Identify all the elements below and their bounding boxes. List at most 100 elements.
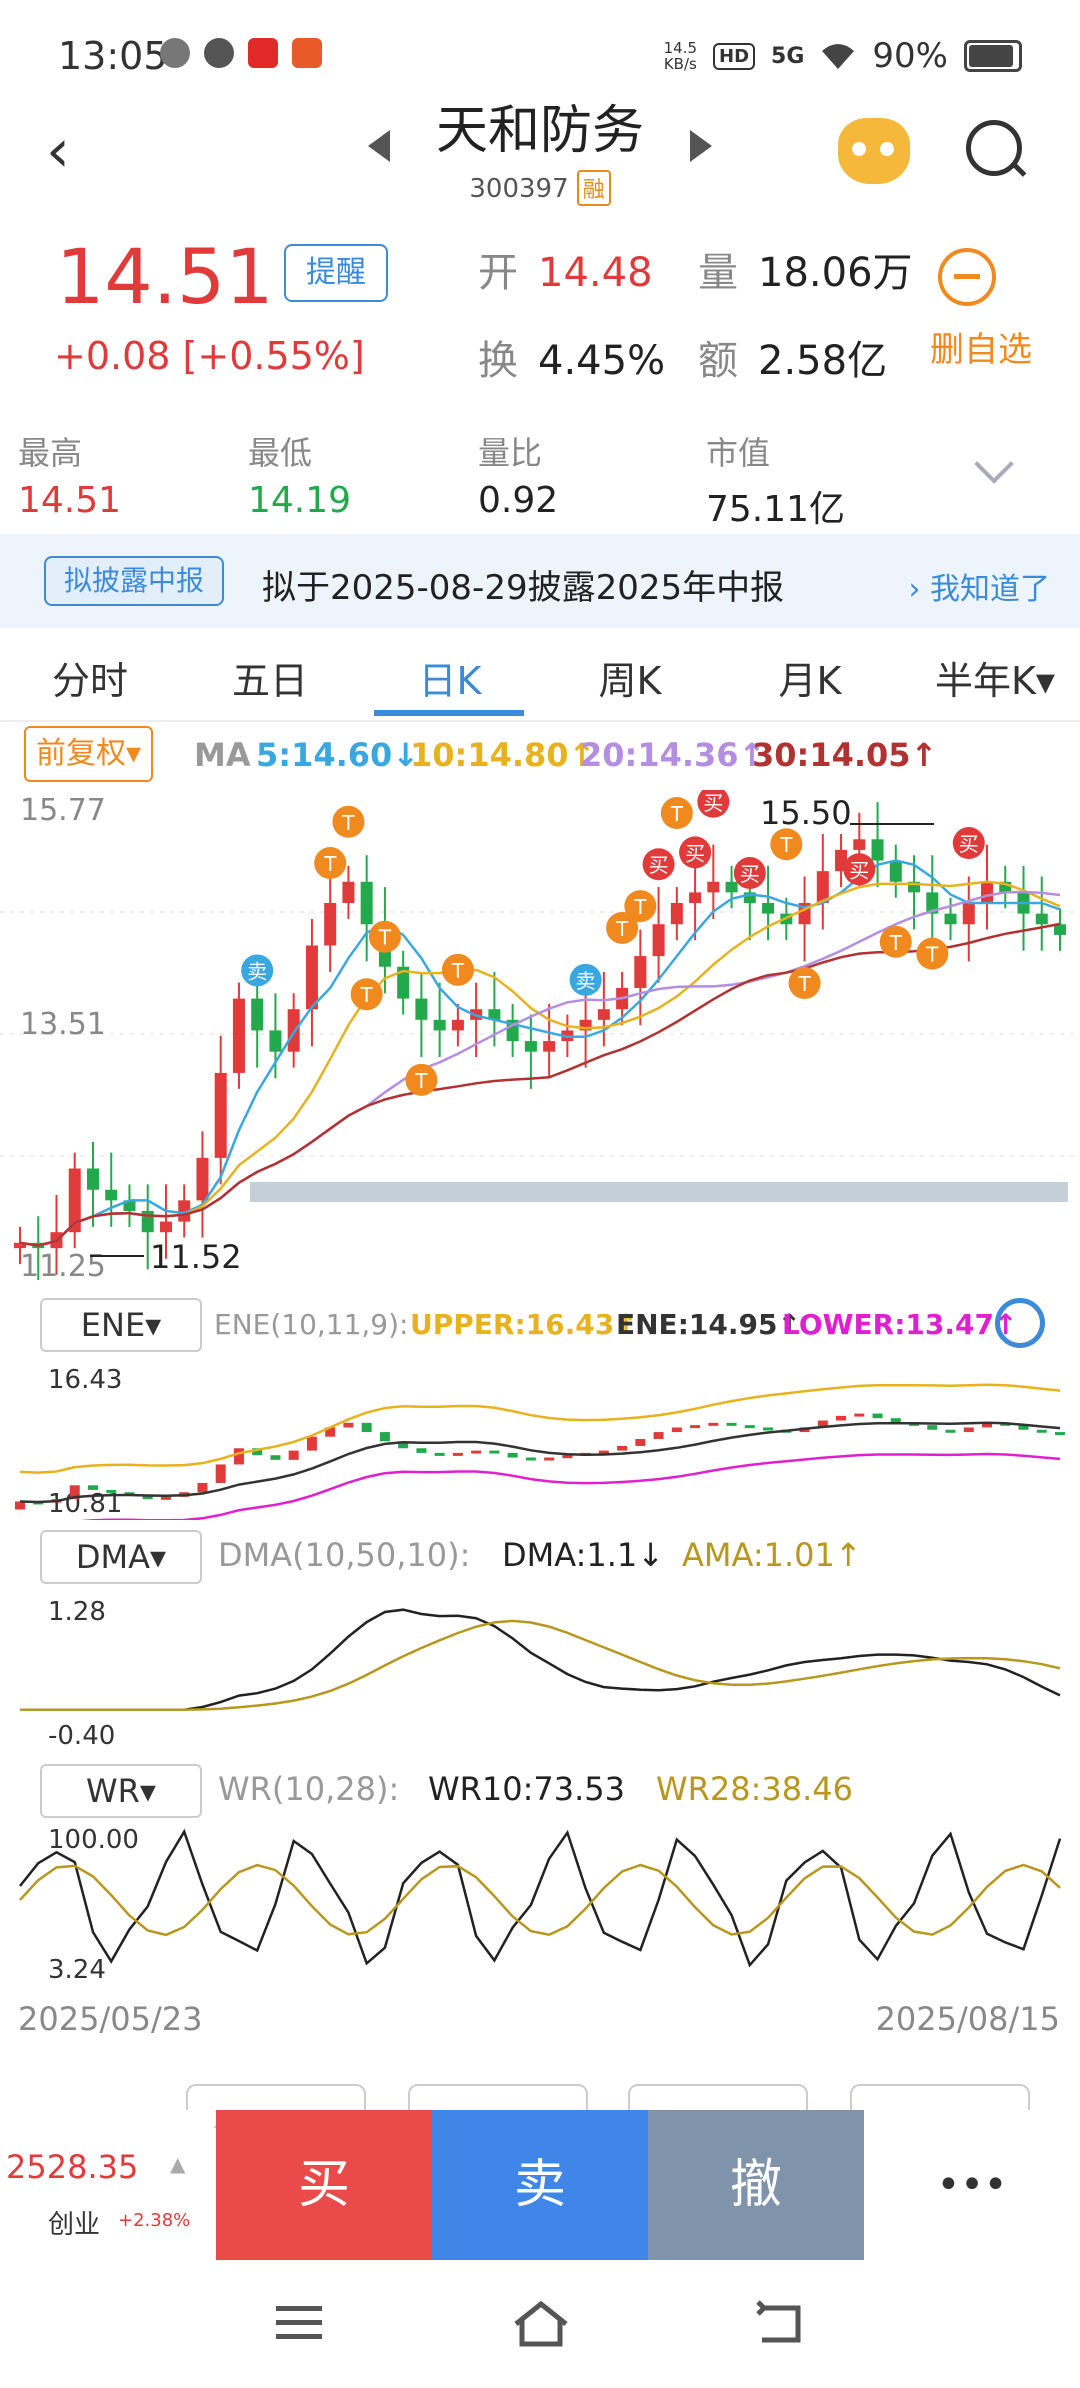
tab-half-year-k[interactable]: 半年K▾ — [935, 659, 1055, 703]
gear-icon[interactable] — [995, 1298, 1045, 1348]
ene-candle — [489, 1450, 500, 1454]
ene-candle — [744, 1425, 755, 1429]
wr-selector[interactable]: WR▾ — [40, 1764, 202, 1818]
prev-stock-button[interactable] — [368, 130, 390, 162]
trade-marker — [679, 836, 712, 869]
open-row: 开 14.48 — [478, 250, 653, 296]
home-icon[interactable] — [512, 2300, 570, 2348]
candle-body — [1035, 913, 1048, 925]
candle-body — [999, 881, 1012, 893]
remove-watchlist-label[interactable]: 删自选 — [930, 330, 1032, 370]
dma-chart: 1.28 -0.40 — [20, 1597, 1061, 1751]
candle-body — [251, 998, 264, 1031]
trade-marker — [843, 853, 876, 886]
trade-marker-label: 卖 — [576, 969, 596, 993]
y-label-top: 15.77 — [20, 793, 106, 828]
ene-candle — [617, 1445, 628, 1451]
candle-body — [926, 892, 939, 914]
ma-label: MA — [194, 736, 251, 774]
trade-marker-label: 买 — [703, 791, 723, 815]
trade-marker — [916, 937, 949, 970]
tab-weekly-k[interactable]: 周K — [598, 659, 662, 703]
candle-body — [159, 1221, 172, 1233]
candle-body — [889, 860, 902, 882]
ene-candle — [927, 1425, 938, 1430]
low-annotation: 11.52 — [150, 1238, 242, 1276]
ma-toolbar: 前复权▾ MA 5:14.60↓ 10:14.80↑ 20:14.36↑ 30:… — [0, 722, 1080, 788]
back-nav-icon[interactable] — [754, 2300, 806, 2348]
back-button[interactable]: ‹ — [46, 116, 70, 186]
ma5-line — [19, 859, 1061, 1247]
ene-mid: ENE:14.95↑ — [616, 1308, 801, 1341]
ene-candle — [434, 1452, 445, 1456]
ene-candle — [635, 1439, 646, 1446]
candle-body — [725, 881, 738, 893]
app-red-icon — [248, 38, 278, 68]
disclosure-notice: 拟披露中报 拟于2025-08-29披露2025年中报 › 我知道了 — [0, 534, 1080, 628]
adjust-selector[interactable]: 前复权▾ — [24, 726, 154, 782]
trade-marker — [733, 857, 766, 890]
trade-marker-label: T — [889, 931, 903, 955]
turnover-row: 换 4.45% — [478, 338, 666, 384]
ene-candle — [1018, 1425, 1029, 1430]
high-annotation: 15.50 — [760, 794, 852, 832]
mascot-icon[interactable] — [838, 118, 910, 184]
more-button[interactable]: ••• — [864, 2110, 1080, 2260]
index-ticker[interactable]: 2528.35 ▲ 创业 +2.38% — [0, 2110, 214, 2260]
trade-marker-label: 买 — [649, 853, 669, 877]
ma30-value: 30:14.05↑ — [752, 736, 938, 774]
stat-volume-ratio: 量比 0.92 — [478, 434, 559, 521]
trade-marker-label: T — [779, 833, 793, 857]
wechat-icon — [204, 38, 234, 68]
trade-marker — [788, 967, 821, 1000]
buy-button[interactable]: 买 — [216, 2110, 432, 2260]
candle-body — [123, 1200, 136, 1211]
search-icon[interactable] — [966, 120, 1022, 176]
tab-monthly-k[interactable]: 月K — [778, 659, 842, 703]
ene-candle — [15, 1501, 25, 1510]
wr-ytop: 100.00 — [48, 1825, 139, 1855]
candle-body — [232, 998, 245, 1073]
candle-body — [433, 1019, 446, 1031]
ene-candle — [270, 1455, 281, 1460]
trade-marker-label: T — [341, 811, 355, 835]
ene-candle — [836, 1415, 847, 1421]
chevron-down-icon[interactable] — [974, 444, 1014, 484]
candle-body — [105, 1189, 118, 1201]
ene-candle — [598, 1450, 609, 1454]
cancel-button[interactable]: 撤 — [648, 2110, 864, 2260]
ene-candle — [1036, 1429, 1047, 1433]
trade-marker — [332, 805, 365, 838]
ene-selector[interactable]: ENE▾ — [40, 1298, 202, 1352]
trade-marker-label: T — [797, 972, 811, 996]
tab-intraday[interactable]: 分时 — [51, 659, 128, 703]
candle-body — [944, 913, 957, 925]
dma-selector[interactable]: DMA▾ — [40, 1530, 202, 1584]
ene-ybot: 10.81 — [48, 1489, 122, 1519]
remind-button[interactable]: 提醒 — [284, 244, 388, 302]
y-label-mid: 13.51 — [20, 1007, 106, 1042]
menu-icon[interactable] — [274, 2300, 324, 2344]
candle-body — [305, 945, 318, 1010]
ene-candle — [252, 1448, 263, 1456]
net-speed: 14.5 KB/s — [663, 39, 698, 73]
tab-daily-k[interactable]: 日K — [418, 659, 482, 703]
ene-mid-line — [19, 1421, 1061, 1504]
status-time: 13:05 — [58, 34, 168, 78]
wr28-value: WR28:38.46 — [656, 1770, 853, 1808]
support-band — [250, 1182, 1068, 1202]
sell-button[interactable]: 卖 — [432, 2110, 648, 2260]
tab-five-day[interactable]: 五日 — [231, 659, 308, 703]
remove-watchlist-icon[interactable] — [938, 248, 996, 306]
ene-candle — [544, 1457, 555, 1461]
candle-body — [670, 903, 683, 925]
trade-bar: 2528.35 ▲ 创业 +2.38% 买 卖 撤 ••• — [0, 2110, 1080, 2260]
notice-ack-button[interactable]: › 我知道了 — [908, 572, 1050, 607]
trade-marker — [952, 827, 985, 860]
ene-upper: UPPER:16.43↑ — [410, 1308, 638, 1341]
trade-marker-label: T — [925, 943, 939, 967]
candle-body — [287, 1009, 300, 1052]
next-stock-button[interactable] — [690, 130, 712, 162]
candle-body — [634, 956, 647, 988]
